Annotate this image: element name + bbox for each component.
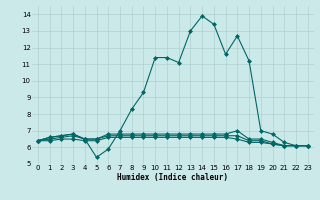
X-axis label: Humidex (Indice chaleur): Humidex (Indice chaleur) [117,173,228,182]
